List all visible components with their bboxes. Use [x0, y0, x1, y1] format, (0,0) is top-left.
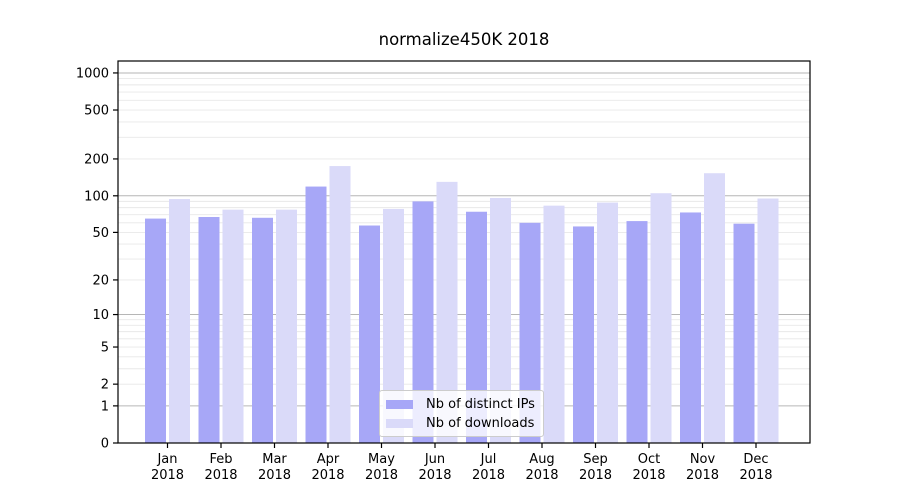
x-tick-label-year: 2018 [579, 468, 612, 483]
y-tick-label: 10 [92, 308, 109, 323]
x-tick-label-year: 2018 [258, 468, 291, 483]
x-tick-label-month: Jul [480, 452, 497, 467]
legend-swatch-downloads [386, 419, 413, 428]
x-tick-label-year: 2018 [632, 468, 665, 483]
bar-downloads-aug [543, 205, 565, 443]
bar-distinct-ips-sep [573, 226, 594, 443]
bar-downloads-sep [597, 202, 618, 443]
bar-distinct-ips-may [359, 225, 380, 443]
bar-distinct-ips-dec [733, 223, 755, 443]
legend: Nb of distinct IPs Nb of downloads [379, 390, 544, 437]
x-tick-label-month: Nov [690, 452, 716, 467]
bar-downloads-oct [650, 193, 672, 443]
x-tick-label-year: 2018 [472, 468, 505, 483]
bar-downloads-apr [329, 166, 351, 443]
bar-distinct-ips-feb [198, 216, 220, 443]
bar-downloads-mar [276, 209, 297, 443]
y-tick-label: 2 [101, 378, 109, 393]
x-tick-label-year: 2018 [311, 468, 344, 483]
legend-label-downloads: Nb of downloads [426, 416, 535, 431]
x-tick-label-month: Sep [583, 452, 608, 467]
bar-downloads-jul [490, 197, 511, 443]
x-tick-label-month: Jun [424, 452, 445, 467]
x-tick-label-month: Dec [743, 452, 768, 467]
x-tick-label-month: May [368, 452, 395, 467]
x-tick-label-month: Jan [156, 452, 177, 467]
plot-border [117, 60, 811, 444]
y-tick-label: 1000 [76, 66, 109, 81]
y-tick-label: 0 [101, 437, 109, 452]
y-tick-label: 5 [101, 341, 109, 356]
bar-distinct-ips-jun [412, 201, 434, 443]
bar-distinct-ips-mar [252, 217, 273, 443]
bar-distinct-ips-nov [680, 212, 701, 443]
legend-swatch-distinct-ips [386, 400, 413, 409]
y-tick-label: 20 [92, 273, 109, 288]
x-tick-label-year: 2018 [151, 468, 184, 483]
y-tick-label: 1 [101, 399, 109, 414]
bar-distinct-ips-apr [305, 186, 327, 443]
y-tick-label: 500 [84, 104, 109, 119]
bar-downloads-feb [222, 209, 244, 443]
y-tick-label: 50 [92, 226, 109, 241]
legend-label-distinct-ips: Nb of distinct IPs [426, 397, 535, 412]
x-tick-label-year: 2018 [365, 468, 398, 483]
x-tick-label-year: 2018 [204, 468, 237, 483]
bar-downloads-dec [757, 198, 779, 443]
bar-distinct-ips-jan [145, 218, 166, 443]
legend-item-distinct-ips: Nb of distinct IPs [386, 396, 537, 413]
bar-distinct-ips-jul [466, 211, 487, 443]
chart-title: normalize450K 2018 [378, 30, 550, 49]
bar-distinct-ips-oct [626, 221, 648, 443]
bar-downloads-may [383, 208, 404, 443]
x-tick-label-month: Feb [209, 452, 232, 467]
x-tick-label-month: Oct [638, 452, 660, 467]
x-tick-label-month: Apr [317, 452, 340, 467]
bar-downloads-jan [169, 199, 190, 443]
x-tick-label-year: 2018 [739, 468, 772, 483]
bar-downloads-jun [436, 181, 458, 443]
x-tick-label-month: Aug [529, 452, 554, 467]
x-tick-label-year: 2018 [686, 468, 719, 483]
y-tick-label: 100 [84, 189, 109, 204]
y-tick-label: 200 [84, 152, 109, 167]
bar-downloads-nov [704, 173, 725, 443]
x-tick-label-month: Mar [262, 452, 287, 467]
legend-item-downloads: Nb of downloads [386, 415, 537, 432]
bar-distinct-ips-aug [519, 222, 541, 443]
x-tick-label-year: 2018 [525, 468, 558, 483]
x-tick-label-year: 2018 [418, 468, 451, 483]
